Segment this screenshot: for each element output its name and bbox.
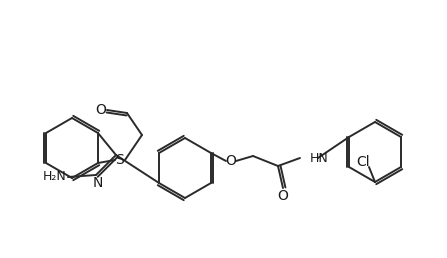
Text: HN: HN (310, 151, 329, 165)
Text: H₂N: H₂N (43, 171, 67, 183)
Text: O: O (226, 154, 236, 168)
Text: O: O (278, 189, 288, 203)
Text: Cl: Cl (356, 155, 370, 169)
Text: S: S (116, 153, 124, 167)
Text: N: N (93, 176, 103, 190)
Text: O: O (96, 103, 106, 117)
